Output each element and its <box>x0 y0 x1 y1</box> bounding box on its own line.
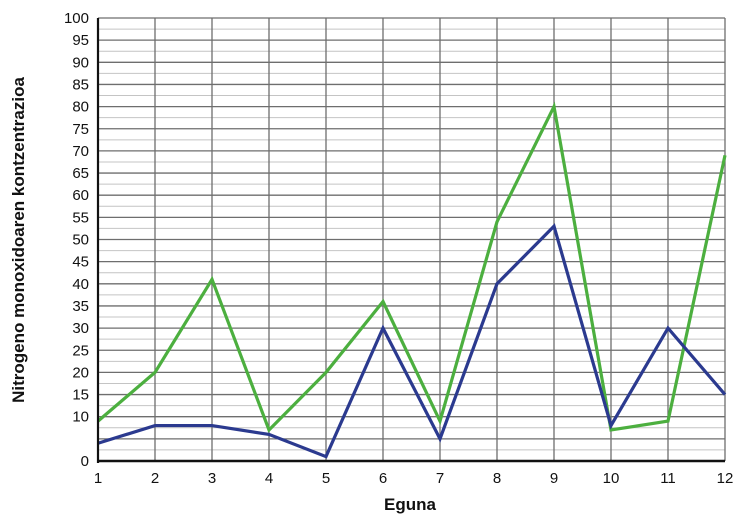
y-axis-title: Nitrogeno monoxidoaren kontzentrazioa <box>9 77 28 403</box>
x-tick-labels: 1 2 3 4 5 6 7 8 9 10 11 12 <box>94 470 734 487</box>
y-tick-label: 25 <box>72 342 89 359</box>
y-tick-label: 85 <box>72 76 89 93</box>
y-tick-label: 45 <box>72 254 89 271</box>
series-layer <box>96 101 727 459</box>
series-line-1 <box>96 101 727 433</box>
x-tick-label: 9 <box>550 470 558 487</box>
y-tick-label: 70 <box>72 143 89 160</box>
x-tick-label: 12 <box>717 470 734 487</box>
y-tick-label: 20 <box>72 364 89 381</box>
y-tick-label: 40 <box>72 276 89 293</box>
x-tick-label: 5 <box>322 470 330 487</box>
y-tick-label: 75 <box>72 121 89 138</box>
y-tick-label: 50 <box>72 232 89 249</box>
y-tick-labels: 0 10 15 20 25 30 35 40 45 50 55 60 65 70 75 80 85 90 95 100 <box>64 10 89 470</box>
x-tick-label: 10 <box>603 470 620 487</box>
x-tick-label: 4 <box>265 470 273 487</box>
y-tick-label: 10 <box>72 409 89 426</box>
x-tick-label: 6 <box>379 470 387 487</box>
y-tick-label: 0 <box>81 453 89 470</box>
x-tick-label: 11 <box>660 470 676 487</box>
y-tick-label: 65 <box>72 165 89 182</box>
series-line-2 <box>97 223 727 459</box>
axes <box>96 18 725 463</box>
x-tick-label: 7 <box>436 470 444 487</box>
y-tick-label: 80 <box>72 99 89 116</box>
y-tick-label: 15 <box>72 387 89 404</box>
y-tick-label: 30 <box>72 320 89 337</box>
y-tick-label: 95 <box>72 32 89 49</box>
y-tick-label: 90 <box>72 54 89 71</box>
x-axis-title: Eguna <box>384 495 436 514</box>
x-tick-label: 1 <box>94 470 102 487</box>
x-tick-label: 3 <box>208 470 216 487</box>
minor-gridlines <box>98 28 725 451</box>
y-tick-label: 35 <box>72 298 89 315</box>
x-tick-label: 2 <box>151 470 159 487</box>
y-tick-label: 100 <box>64 10 89 27</box>
y-tick-label: 60 <box>72 187 89 204</box>
major-gridlines <box>98 17 726 461</box>
y-tick-label: 55 <box>72 209 89 226</box>
x-tick-label: 8 <box>493 470 501 487</box>
